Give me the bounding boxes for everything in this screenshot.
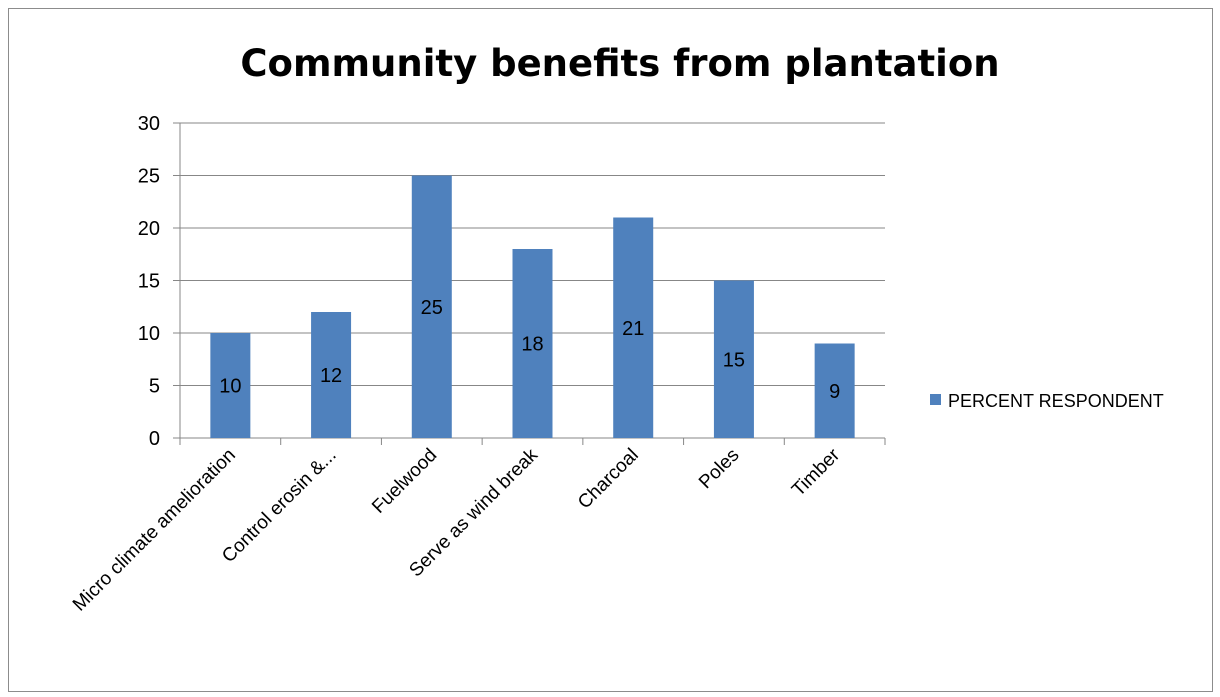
bar [613,217,654,438]
bar [210,333,251,438]
x-tick-label: Timber [788,444,845,501]
bar [411,175,452,438]
bar [814,343,855,438]
data-label: 15 [723,349,745,371]
data-label: 10 [219,376,241,398]
y-tick-label: 25 [138,166,160,188]
legend: PERCENT RESPONDENT [930,391,1164,411]
data-label: 9 [829,381,840,403]
bar [512,249,553,438]
data-label: 25 [421,297,443,319]
y-tick-label: 30 [138,113,160,135]
data-label: 12 [320,365,342,387]
x-tick-label: Poles [695,445,743,493]
data-label: 18 [521,334,543,356]
x-tick-label: Fuelwood [368,445,441,518]
y-tick-label: 0 [149,428,160,450]
legend-swatch [930,394,941,405]
axes: 0 5 10 15 20 25 30 Micro climate ameliorationCo… [69,113,886,616]
y-tick-label: 10 [138,323,160,345]
x-tick-label: Micro climate amelioration [69,445,240,616]
bar [311,312,352,438]
chart-frame [8,8,1213,692]
data-label: 21 [622,318,644,340]
y-tick-label: 20 [138,218,160,240]
data-labels: 10 12 25 18 21 15 9 [219,297,840,403]
legend-label: PERCENT RESPONDENT [948,391,1164,411]
x-tick-label: Control erosin &... [218,445,340,567]
bars [210,175,855,438]
bar [713,280,754,438]
y-tick-label: 15 [138,271,160,293]
x-tick-label: Charcoal [574,445,643,514]
chart-title: Community benefits from plantation [240,42,999,85]
gridlines [180,122,885,386]
y-tick-label: 5 [149,376,160,398]
